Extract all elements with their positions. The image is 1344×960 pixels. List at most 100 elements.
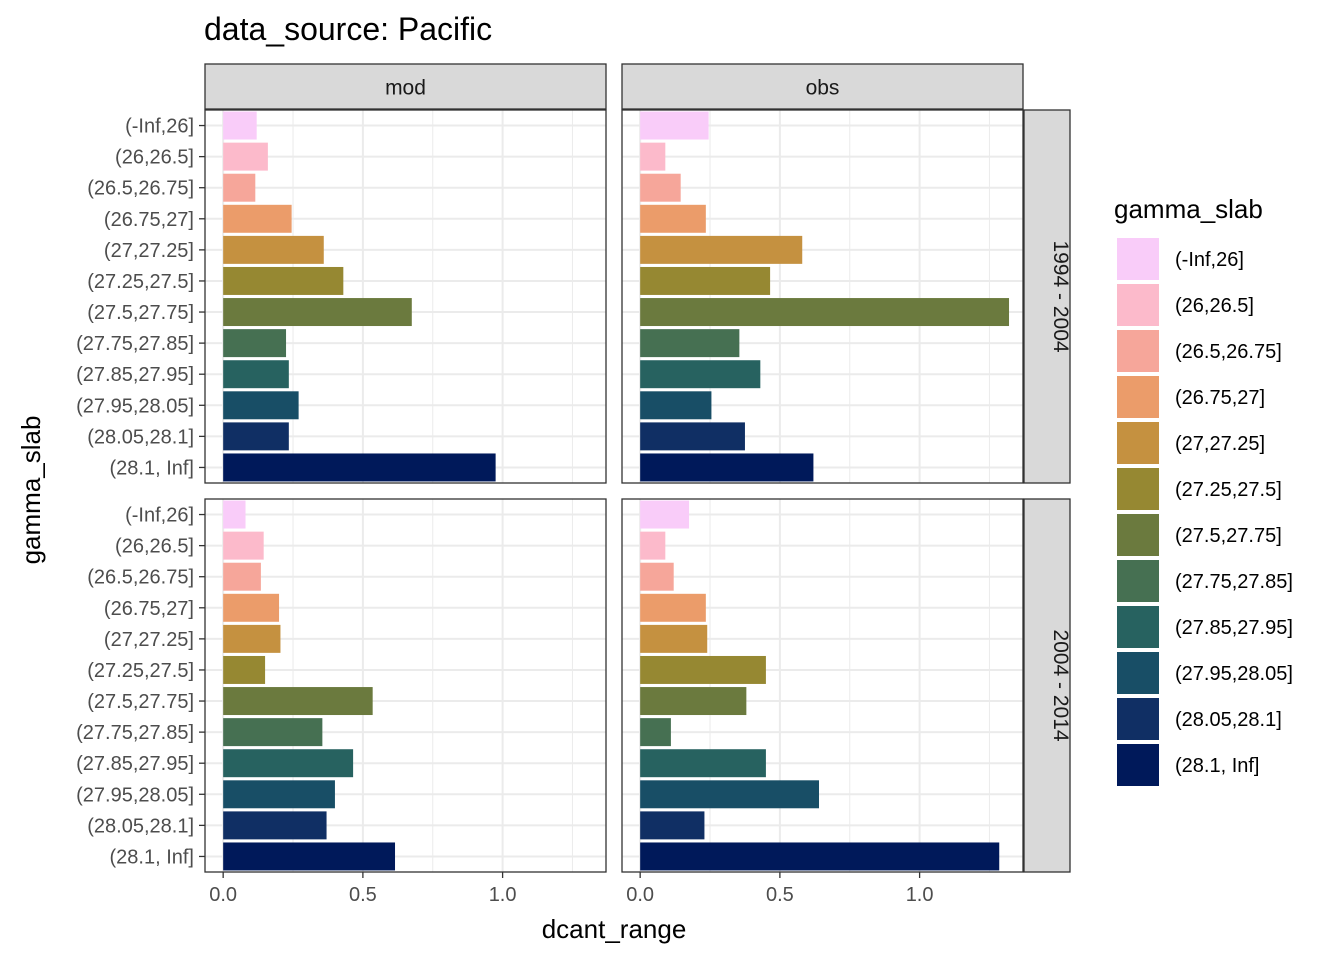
legend-label: (27.95,28.05] (1175, 663, 1293, 685)
row-strip-0 (1023, 109, 1071, 484)
legend-label: (27,27.25] (1175, 433, 1265, 455)
y-tick-label: (28.1, Inf] (110, 457, 195, 479)
bar-mod-(26.75,27] (223, 593, 280, 622)
y-axis-label: gamma_slab (16, 416, 46, 565)
x-tick-label: 0.0 (626, 884, 654, 906)
bar-mod-(27,27.25] (223, 624, 281, 653)
legend-label: (27.75,27.85] (1175, 571, 1293, 593)
y-tick-label: (-Inf,26] (125, 505, 194, 527)
y-tick-label: (27.25,27.5] (87, 660, 194, 682)
legend-key-0 (1117, 238, 1159, 280)
legend-label: (27.85,27.95] (1175, 617, 1293, 639)
y-tick-label: (28.05,28.1] (87, 426, 194, 448)
bar-obs-(28.05,28.1] (640, 422, 745, 451)
bar-mod-(27.5,27.75] (223, 687, 373, 716)
bar-obs-(26,26.5] (640, 531, 666, 560)
y-tick-label: (28.05,28.1] (87, 815, 194, 837)
x-tick-label: 0.0 (209, 884, 237, 906)
y-tick-label: (27.75,27.85] (76, 722, 194, 744)
legend-key-2 (1117, 330, 1159, 372)
bar-mod-(26.5,26.75] (223, 562, 261, 591)
bar-obs-(27.5,27.75] (640, 687, 747, 716)
x-tick-label: 0.5 (766, 884, 794, 906)
x-tick-label: 1.0 (906, 884, 934, 906)
legend-key-1 (1117, 284, 1159, 326)
col-strip-mod (204, 63, 607, 110)
legend-key-11 (1117, 744, 1159, 786)
bar-obs-(27.95,28.05] (640, 391, 712, 420)
bar-obs-(26,26.5] (640, 142, 666, 171)
bar-obs-(27,27.25] (640, 235, 803, 264)
bar-mod-(27,27.25] (223, 235, 324, 264)
y-tick-label: (27,27.25] (104, 629, 194, 651)
legend-label: (27.5,27.75] (1175, 525, 1282, 547)
y-tick-label: (26.75,27] (104, 209, 194, 231)
legend-label: (-Inf,26] (1175, 249, 1244, 271)
bar-mod-(-Inf,26] (223, 500, 246, 529)
bar-mod-(26.5,26.75] (223, 173, 256, 202)
bar-mod-(28.1, Inf] (223, 842, 396, 871)
bar-mod-(28.1, Inf] (223, 453, 496, 482)
legend-key-6 (1117, 514, 1159, 556)
panel-background (622, 110, 1023, 483)
bar-obs-(28.1, Inf] (640, 453, 814, 482)
legend-key-9 (1117, 652, 1159, 694)
bar-obs-(27.75,27.85] (640, 329, 740, 358)
bar-mod-(27.5,27.75] (223, 298, 412, 327)
bar-obs-(26.75,27] (640, 204, 706, 233)
y-tick-label: (26.5,26.75] (87, 567, 194, 589)
bar-mod-(27.25,27.5] (223, 655, 266, 684)
panel-border (204, 109, 607, 484)
legend-label: (27.25,27.5] (1175, 479, 1282, 501)
legend-label: (28.1, Inf] (1175, 755, 1260, 777)
panel-border (204, 498, 607, 873)
bar-obs-(-Inf,26] (640, 111, 709, 140)
panels-layer: mod obs 1994 - 2004 2004 - 2014 (-Inf,26] (26… (76, 63, 1072, 906)
legend-key-3 (1117, 376, 1159, 418)
legend-key-7 (1117, 560, 1159, 602)
y-tick-label: (27.95,28.05] (76, 395, 194, 417)
legend: gamma_slab (-Inf,26] (26,26.5] (26.5,26.75… (1114, 194, 1293, 786)
y-tick-label: (27,27.25] (104, 240, 194, 262)
bar-mod-(27.85,27.95] (223, 749, 354, 778)
bar-obs-(27.25,27.5] (640, 655, 766, 684)
x-tick-label: 1.0 (489, 884, 517, 906)
bar-mod-(26.75,27] (223, 204, 292, 233)
x-tick-label: 0.5 (349, 884, 377, 906)
chart-title: data_source: Pacific (204, 11, 492, 47)
bar-obs-(27.85,27.95] (640, 749, 766, 778)
bar-obs-(-Inf,26] (640, 500, 690, 529)
legend-label: (26,26.5] (1175, 295, 1254, 317)
legend-key-4 (1117, 422, 1159, 464)
bar-mod-(28.05,28.1] (223, 811, 327, 840)
legend-key-5 (1117, 468, 1159, 510)
y-tick-label: (28.1, Inf] (110, 846, 195, 868)
x-axis-label: dcant_range (542, 914, 687, 944)
y-tick-label: (27.85,27.95] (76, 364, 194, 386)
y-tick-label: (27.25,27.5] (87, 271, 194, 293)
legend-title: gamma_slab (1114, 194, 1263, 224)
panel-background (205, 499, 606, 872)
bar-mod-(28.05,28.1] (223, 422, 289, 451)
bar-mod-(-Inf,26] (223, 111, 257, 140)
bar-obs-(26.5,26.75] (640, 173, 681, 202)
y-tick-label: (27.95,28.05] (76, 784, 194, 806)
bar-obs-(27.95,28.05] (640, 780, 820, 809)
row-strip-label: 1994 - 2004 (1049, 240, 1072, 352)
legend-label: (28.05,28.1] (1175, 709, 1282, 731)
bar-mod-(27.95,28.05] (223, 391, 299, 420)
legend-label: (26.5,26.75] (1175, 341, 1282, 363)
bar-obs-(27,27.25] (640, 624, 708, 653)
bar-obs-(27.25,27.5] (640, 266, 771, 295)
bar-mod-(26,26.5] (223, 531, 264, 560)
row-strip-label: 2004 - 2014 (1049, 629, 1072, 741)
y-tick-label: (27.5,27.75] (87, 691, 194, 713)
bar-obs-(27.5,27.75] (640, 298, 1010, 327)
panel-border (621, 109, 1024, 484)
y-tick-label: (27.5,27.75] (87, 302, 194, 324)
col-strip-obs (621, 63, 1024, 110)
col-strip-label: obs (806, 77, 840, 100)
bar-mod-(27.85,27.95] (223, 360, 289, 389)
bar-mod-(27.75,27.85] (223, 329, 287, 358)
